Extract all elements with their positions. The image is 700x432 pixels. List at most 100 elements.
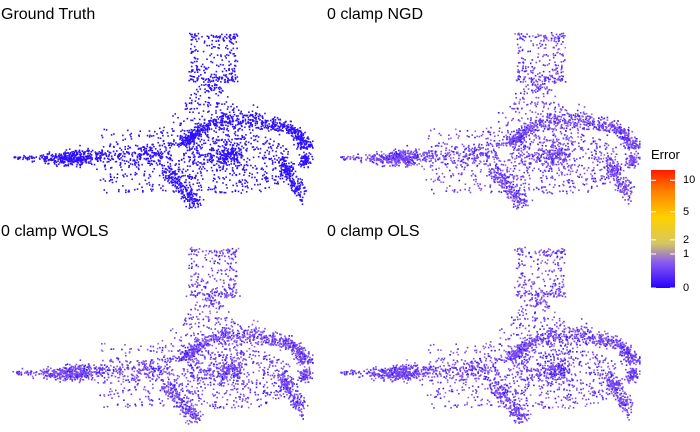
scatter-point	[236, 106, 238, 108]
scatter-point	[570, 179, 573, 182]
scatter-point	[281, 123, 283, 125]
scatter-point	[144, 170, 146, 173]
scatter-point	[232, 43, 235, 45]
scatter-point	[192, 195, 194, 197]
scatter-point	[574, 118, 576, 121]
scatter-point	[95, 154, 97, 156]
scatter-point	[289, 180, 292, 182]
scatter-point	[514, 146, 516, 148]
scatter-point	[59, 161, 61, 164]
scatter-point	[251, 124, 253, 126]
scatter-point	[506, 124, 509, 126]
scatter-point	[233, 127, 235, 130]
scatter-point	[517, 131, 519, 134]
scatter-point	[146, 143, 149, 146]
scatter-point	[112, 158, 115, 161]
scatter-point	[58, 163, 60, 165]
scatter-point	[522, 97, 524, 100]
scatter-point	[226, 48, 229, 50]
scatter-point	[197, 150, 199, 152]
scatter-point	[628, 126, 630, 129]
scatter-point	[180, 182, 182, 184]
scatter-point	[606, 134, 609, 137]
scatter-point	[185, 140, 188, 142]
scatter-point	[126, 151, 128, 154]
scatter-point	[554, 95, 556, 98]
scatter-point	[177, 187, 180, 190]
scatter-point	[189, 97, 191, 99]
scatter-point	[596, 185, 598, 187]
scatter-point	[196, 182, 198, 184]
scatter-point	[509, 105, 511, 108]
scatter-point	[272, 169, 274, 171]
scatter-point	[311, 155, 313, 158]
scatter-point	[250, 137, 253, 139]
scatter-point	[583, 167, 585, 170]
scatter-point	[617, 131, 620, 133]
scatter-point	[527, 88, 530, 90]
scatter-point	[142, 191, 144, 193]
scatter-point	[196, 128, 199, 130]
scatter-point	[101, 152, 103, 155]
scatter-point	[288, 167, 290, 169]
scatter-point	[292, 139, 295, 141]
scatter-point	[193, 76, 196, 78]
scatter-point	[278, 127, 281, 129]
scatter-point	[561, 75, 563, 77]
scatter-point	[225, 76, 228, 78]
scatter-point	[225, 70, 228, 72]
scatter-point	[23, 154, 25, 157]
scatter-point	[192, 111, 194, 113]
scatter-point	[560, 61, 563, 63]
scatter-point	[256, 134, 258, 137]
scatter-point	[64, 161, 66, 163]
scatter-point	[284, 164, 286, 167]
scatter-point	[229, 34, 231, 36]
scatter-point	[547, 125, 550, 127]
scatter-point	[582, 111, 585, 114]
scatter-point	[111, 178, 114, 181]
scatter-point	[511, 107, 513, 110]
scatter-point	[612, 128, 615, 131]
scatter-point	[69, 163, 72, 165]
scatter-point	[233, 37, 236, 40]
scatter-point	[587, 148, 590, 150]
scatter-point	[285, 179, 288, 181]
scatter-point	[87, 157, 90, 159]
scatter-point	[108, 151, 111, 154]
scatter-point	[22, 156, 25, 159]
scatter-point	[542, 142, 544, 144]
scatter-point	[620, 138, 623, 140]
scatter-point	[119, 164, 121, 166]
scatter-point	[215, 127, 217, 129]
scatter-point	[286, 170, 288, 173]
scatter-point	[554, 149, 557, 152]
scatter-point	[243, 138, 245, 140]
scatter-point	[309, 162, 312, 164]
scatter-point	[533, 122, 535, 125]
scatter-point	[225, 140, 228, 143]
scatter-point	[145, 148, 148, 150]
scatter-point	[198, 185, 200, 187]
scatter-point	[85, 156, 88, 159]
scatter-point	[183, 154, 185, 157]
scatter-point	[148, 130, 151, 132]
scatter-point	[235, 59, 237, 62]
scatter-point	[226, 143, 228, 146]
scatter-point	[535, 36, 538, 38]
scatter-point	[79, 164, 82, 167]
scatter-point	[545, 149, 548, 151]
scatter-point	[223, 141, 225, 143]
scatter-point	[301, 139, 304, 142]
scatter-point	[153, 168, 155, 170]
scatter-point	[47, 163, 49, 165]
scatter-point	[168, 157, 170, 160]
scatter-point	[537, 143, 539, 146]
scatter-point	[265, 127, 268, 129]
scatter-point	[148, 150, 150, 152]
scatter-point	[543, 150, 546, 153]
scatter-point	[556, 154, 559, 156]
scatter-point	[594, 177, 597, 180]
scatter-point	[157, 152, 160, 154]
scatter-point	[108, 180, 111, 182]
